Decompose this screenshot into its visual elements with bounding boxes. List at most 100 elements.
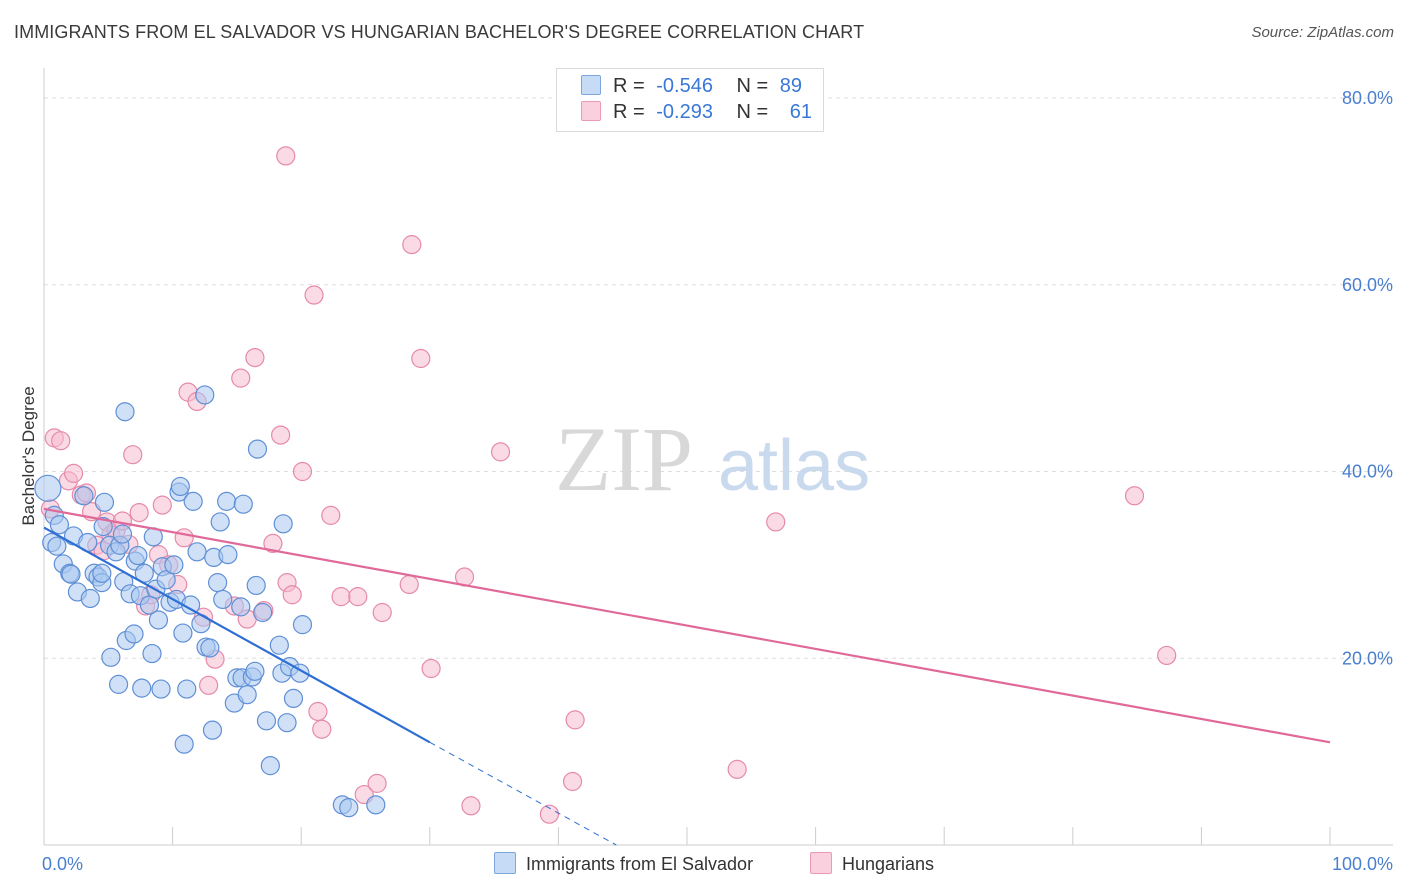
data-point-el-salvador (128, 545, 148, 566)
data-point-el-salvador (256, 711, 277, 731)
data-point-hungarians (263, 533, 283, 554)
bottom-legend-el-salvador: Immigrants from El Salvador (494, 852, 753, 875)
data-point-el-salvador (101, 647, 121, 667)
trend-lines (43, 507, 1331, 846)
data-point-el-salvador (108, 674, 129, 694)
series-el-salvador-points (34, 385, 386, 818)
data-point-el-salvador (245, 661, 265, 681)
data-point-hungarians (231, 368, 251, 388)
data-point-el-salvador (269, 635, 289, 655)
bottom-legend-swatch-blue (494, 852, 516, 874)
y-axis-label: Bachelor's Degree (19, 386, 38, 525)
data-point-el-salvador (112, 524, 133, 544)
data-point-el-salvador (49, 515, 70, 535)
data-point-el-salvador (148, 610, 169, 630)
legend-r-value: -0.546 (656, 75, 713, 97)
data-point-el-salvador (187, 542, 207, 562)
y-tick-label: 80.0% (1342, 88, 1393, 108)
x-tick-label-min: 0.0% (42, 854, 83, 874)
data-point-hungarians (331, 587, 351, 607)
data-point-hungarians (411, 348, 431, 369)
data-point-el-salvador (213, 589, 233, 610)
trend-line-el-salvador-extension (429, 741, 617, 846)
data-point-hungarians (766, 512, 786, 532)
legend-swatch-pink (581, 101, 601, 121)
data-point-el-salvador (170, 476, 190, 497)
legend-n-label: N = (736, 75, 769, 97)
data-point-el-salvador (253, 602, 273, 623)
data-point-hungarians (399, 574, 419, 595)
data-point-hungarians (421, 658, 441, 679)
data-point-hungarians (1157, 645, 1177, 666)
data-point-hungarians (129, 502, 149, 523)
data-point-hungarians (199, 675, 219, 695)
data-point-el-salvador (195, 385, 215, 405)
data-point-el-salvador (273, 514, 293, 534)
data-point-hungarians (727, 759, 747, 779)
data-point-hungarians (372, 602, 392, 623)
data-point-hungarians (321, 505, 341, 525)
legend-row-el-salvador: R = -0.546 N = 89 (581, 75, 802, 101)
watermark: ZIP atlas (555, 408, 870, 510)
data-point-hungarians (461, 796, 481, 816)
y-tick-label: 40.0% (1342, 462, 1393, 482)
data-point-el-salvador (292, 615, 313, 635)
data-point-el-salvador (142, 643, 162, 664)
data-point-hungarians (51, 431, 71, 451)
data-point-el-salvador (94, 492, 115, 512)
legend-row-hungarians: R = -0.293 N = 61 (581, 101, 812, 127)
data-point-hungarians (312, 719, 332, 739)
data-point-el-salvador (200, 638, 220, 658)
data-point-el-salvador (339, 798, 359, 818)
data-point-el-salvador (61, 564, 81, 584)
data-point-el-salvador (177, 679, 197, 699)
data-point-el-salvador (260, 756, 280, 776)
data-point-hungarians (367, 773, 387, 793)
data-point-el-salvador (92, 563, 112, 583)
trend-line-el-salvador (43, 526, 431, 744)
data-point-el-salvador (217, 491, 237, 511)
data-point-hungarians (490, 442, 511, 462)
data-point-el-salvador (247, 439, 268, 459)
data-point-el-salvador (47, 536, 67, 556)
data-point-el-salvador (208, 573, 228, 593)
legend-swatch-blue (581, 75, 601, 95)
data-point-el-salvador (151, 679, 171, 699)
watermark-zip: ZIP (555, 408, 693, 510)
data-point-hungarians (539, 804, 559, 824)
data-point-hungarians (292, 461, 313, 482)
axes (43, 68, 1393, 846)
data-point-el-salvador (93, 516, 113, 537)
data-point-el-salvador (277, 713, 297, 733)
legend-n-value: 61 (789, 101, 813, 123)
data-point-el-salvador (164, 555, 184, 575)
x-tick-label-max: 100.0% (1332, 854, 1393, 874)
data-point-hungarians (1124, 486, 1145, 506)
data-point-el-salvador (34, 474, 62, 502)
watermark-atlas: atlas (718, 426, 870, 506)
data-point-hungarians (304, 285, 324, 305)
data-point-hungarians (174, 528, 194, 548)
data-point-el-salvador (366, 795, 386, 815)
data-point-hungarians (348, 587, 368, 607)
legend-r-label: R = (613, 101, 645, 123)
trend-line-hungarians (43, 507, 1331, 744)
data-point-el-salvador (283, 688, 304, 709)
bottom-legend-swatch-pink (810, 852, 832, 874)
y-tick-label: 20.0% (1342, 648, 1393, 668)
source-label: Source: ZipAtlas.com (1251, 24, 1394, 41)
data-point-el-salvador (124, 624, 144, 644)
data-point-el-salvador (80, 588, 100, 609)
data-point-hungarians (308, 701, 328, 722)
y-tick-label: 60.0% (1342, 275, 1393, 295)
chart-title: IMMIGRANTS FROM EL SALVADOR VS HUNGARIAN… (14, 22, 865, 42)
data-point-hungarians (565, 710, 585, 730)
data-point-el-salvador (173, 623, 193, 643)
data-point-el-salvador (246, 575, 266, 596)
data-point-hungarians (63, 463, 84, 483)
data-point-el-salvador (132, 678, 152, 698)
data-point-el-salvador (218, 545, 238, 565)
legend-n-value: 89 (779, 75, 803, 97)
data-point-hungarians (282, 585, 302, 605)
